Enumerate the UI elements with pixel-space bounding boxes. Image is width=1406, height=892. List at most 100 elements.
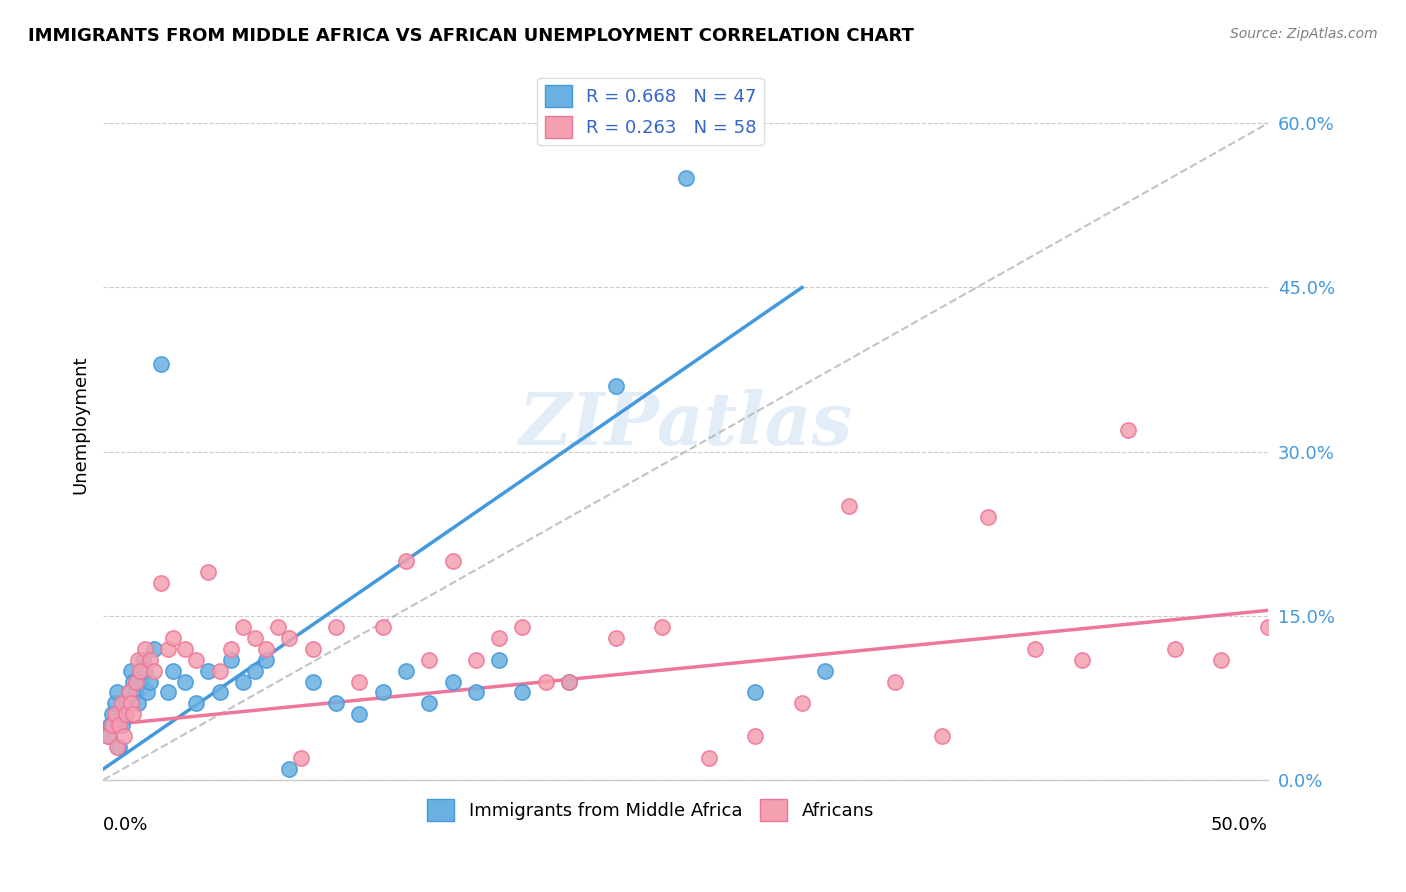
Point [197,664,219,678]
Point [977,510,1000,524]
Point [325,697,347,711]
Point [488,631,510,645]
Point [101,718,124,732]
Point [162,631,184,645]
Point [301,641,323,656]
Point [127,653,149,667]
Point [605,631,627,645]
Text: ZIPatlas: ZIPatlas [519,389,852,459]
Point [371,685,394,699]
Point [134,664,156,678]
Point [104,707,127,722]
Point [115,697,138,711]
Point [838,500,860,514]
Point [208,685,231,699]
Point [162,664,184,678]
Point [143,664,166,678]
Point [349,707,371,722]
Text: 50.0%: 50.0% [1211,815,1268,834]
Point [488,653,510,667]
Point [120,697,142,711]
Point [395,664,418,678]
Point [138,653,160,667]
Point [105,740,128,755]
Point [441,674,464,689]
Point [132,653,155,667]
Point [120,664,142,678]
Point [301,674,323,689]
Point [790,697,813,711]
Point [232,674,254,689]
Point [232,620,254,634]
Point [349,674,371,689]
Point [371,620,394,634]
Point [111,718,134,732]
Point [278,762,301,776]
Point [108,718,131,732]
Point [157,685,180,699]
Point [173,674,195,689]
Point [97,729,120,743]
Point [122,674,145,689]
Point [267,620,290,634]
Point [112,729,135,743]
Point [101,707,124,722]
Point [186,653,208,667]
Point [129,674,152,689]
Point [150,357,173,371]
Point [186,697,208,711]
Point [127,697,149,711]
Point [558,674,581,689]
Point [1024,641,1046,656]
Text: IMMIGRANTS FROM MIDDLE AFRICA VS AFRICAN UNEMPLOYMENT CORRELATION CHART: IMMIGRANTS FROM MIDDLE AFRICA VS AFRICAN… [28,27,914,45]
Text: 0.0%: 0.0% [103,815,149,834]
Text: Source: ZipAtlas.com: Source: ZipAtlas.com [1230,27,1378,41]
Point [243,631,266,645]
Point [744,685,766,699]
Point [464,685,486,699]
Point [1164,641,1187,656]
Point [534,674,557,689]
Point [254,641,277,656]
Point [254,653,277,667]
Point [138,674,160,689]
Legend: Immigrants from Middle Africa, Africans: Immigrants from Middle Africa, Africans [420,791,882,828]
Point [118,685,141,699]
Point [278,631,301,645]
Point [464,653,486,667]
Point [1116,423,1139,437]
Point [1070,653,1092,667]
Point [512,685,534,699]
Point [197,565,219,579]
Point [219,641,242,656]
Point [395,554,418,568]
Point [98,718,121,732]
Point [143,641,166,656]
Y-axis label: Unemployment: Unemployment [72,355,89,493]
Point [219,653,242,667]
Point [290,751,312,765]
Point [112,707,135,722]
Point [208,664,231,678]
Point [108,740,131,755]
Point [129,664,152,678]
Point [931,729,953,743]
Point [1257,620,1279,634]
Point [675,171,697,186]
Point [418,653,440,667]
Point [136,685,159,699]
Point [441,554,464,568]
Point [115,707,138,722]
Point [134,641,156,656]
Point [125,674,148,689]
Point [884,674,907,689]
Point [744,729,766,743]
Point [118,685,141,699]
Point [651,620,673,634]
Point [243,664,266,678]
Point [111,697,134,711]
Point [97,729,120,743]
Point [418,697,440,711]
Point [605,379,627,393]
Point [697,751,720,765]
